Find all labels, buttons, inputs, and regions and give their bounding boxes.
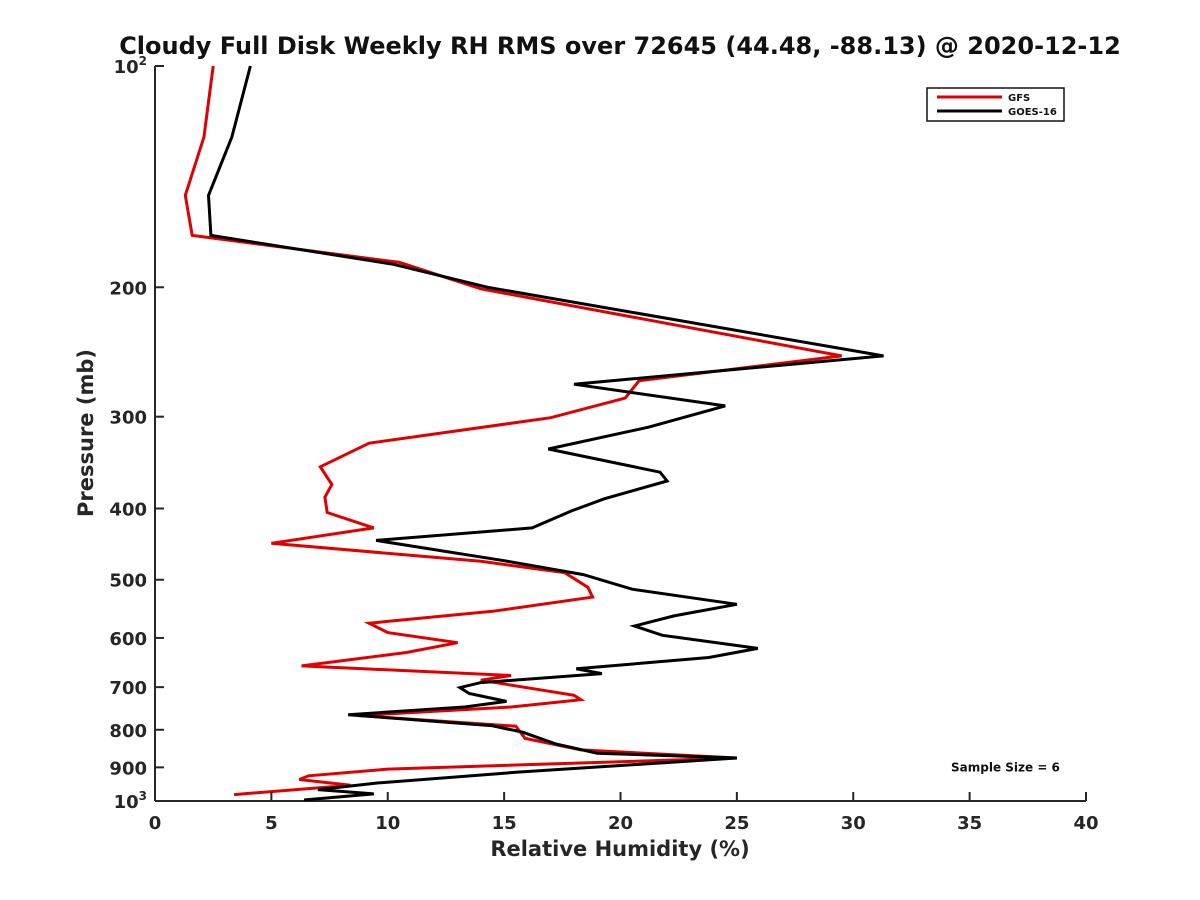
x-axis-label: Relative Humidity (%) bbox=[490, 837, 749, 861]
y-tick-label: 400 bbox=[109, 500, 147, 521]
y-tick-label: 500 bbox=[109, 571, 147, 592]
y-tick-label: 700 bbox=[109, 678, 147, 699]
series-layer bbox=[183, 65, 884, 802]
legend-label-goes-16: GOES-16 bbox=[1008, 107, 1057, 118]
legend-label-gfs: GFS bbox=[1008, 93, 1030, 104]
plot-area: 0 5 10 15 20 25 30 35 40 102 200 300 400 500 600 700 80… bbox=[109, 54, 1098, 834]
x-tick-label: 5 bbox=[265, 813, 278, 834]
x-tick-label: 10 bbox=[375, 813, 400, 834]
annotations: Sample Size = 6 bbox=[951, 760, 1060, 774]
x-tick-label: 40 bbox=[1073, 813, 1098, 834]
legend-box bbox=[926, 87, 1065, 122]
y-tick-label: 102 bbox=[114, 54, 147, 78]
legend-entries: GFS GOES-16 bbox=[937, 93, 1057, 118]
y-axis-label: Pressure (mb) bbox=[74, 349, 98, 517]
y-tick-label: 800 bbox=[109, 721, 147, 742]
x-tick-label: 30 bbox=[841, 813, 866, 834]
y-tick-label: 900 bbox=[109, 758, 147, 779]
x-tick-label: 35 bbox=[957, 813, 982, 834]
y-ticks: 102 200 300 400 500 600 700 800 900 103 bbox=[109, 54, 164, 813]
y-tick-label: 600 bbox=[109, 629, 147, 650]
x-tick-label: 25 bbox=[724, 813, 749, 834]
y-tick-label: 300 bbox=[109, 408, 147, 429]
series-line-goes-16 bbox=[206, 65, 884, 802]
x-tick-label: 15 bbox=[492, 813, 517, 834]
sample-size-annotation: Sample Size = 6 bbox=[951, 760, 1060, 774]
x-tick-label: 20 bbox=[608, 813, 633, 834]
x-ticks: 0 5 10 15 20 25 30 35 40 bbox=[149, 792, 1099, 834]
legend: GFS GOES-16 bbox=[926, 87, 1065, 122]
x-tick-label: 0 bbox=[149, 813, 162, 834]
y-tick-label: 200 bbox=[109, 278, 147, 299]
series-line-gfs bbox=[183, 65, 842, 797]
y-tick-label: 103 bbox=[114, 789, 147, 813]
chart-title: Cloudy Full Disk Weekly RH RMS over 7264… bbox=[119, 32, 1121, 60]
